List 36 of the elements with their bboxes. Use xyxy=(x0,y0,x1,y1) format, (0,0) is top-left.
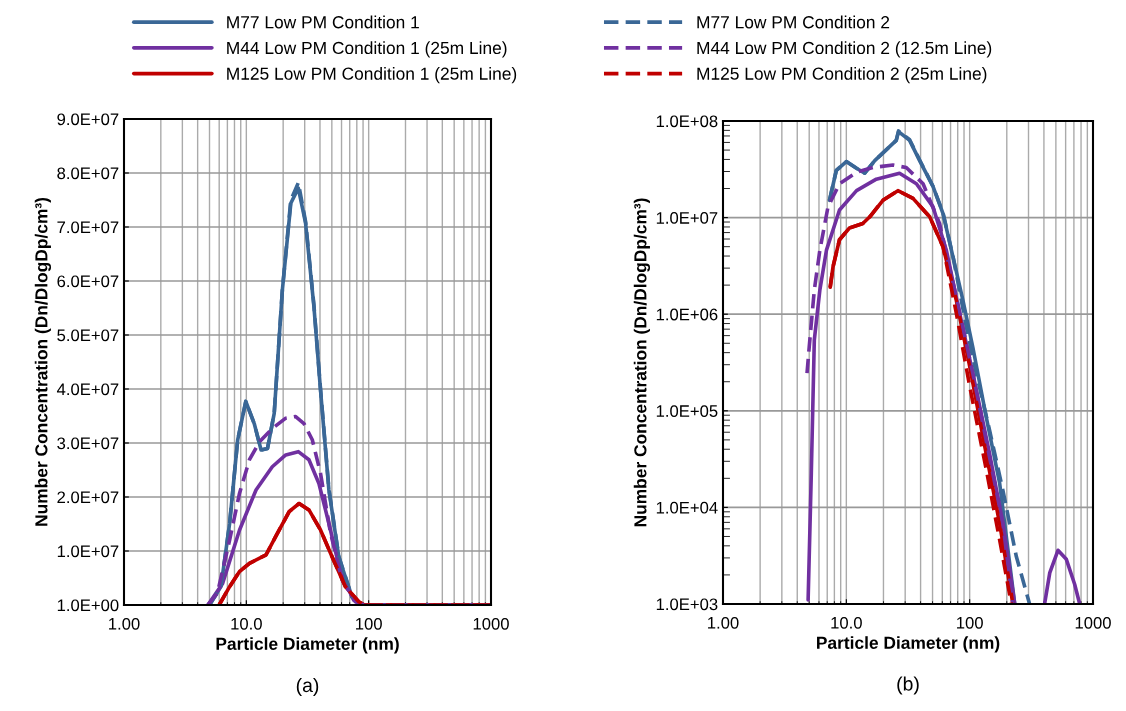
y-tick-label: 1.0E+04 xyxy=(656,501,718,514)
x-axis-title: Particle Diameter (nm) xyxy=(216,637,399,654)
legend-label: M125 Low PM Condition 2 (25m Line) xyxy=(697,67,987,84)
text: (a) xyxy=(296,677,319,697)
y-tick-label: 1.0E+00 xyxy=(57,599,119,612)
x-tick-label: 10.0 xyxy=(831,616,862,629)
y-tick-label: 5.0E+07 xyxy=(57,329,119,342)
y-axis-title: Number Concentration (Dn/DlogDp/cm³) xyxy=(34,197,52,526)
x-tick-label: 1000 xyxy=(473,617,509,630)
y-tick-label: 6.0E+07 xyxy=(57,275,119,288)
y-tick-label: 1.0E+05 xyxy=(656,405,718,417)
x-tick-label: 100 xyxy=(957,616,983,629)
y-tick-label: 7.0E+07 xyxy=(57,221,119,234)
text: (b) xyxy=(897,676,919,695)
y-axis-title: Number Concentration (Dn/DlogDp/cm³) xyxy=(633,198,651,527)
y-tick-label: 2.0E+07 xyxy=(57,491,119,504)
y-tick-label: 1.0E+08 xyxy=(656,115,718,128)
y-tick-label: 8.0E+07 xyxy=(57,167,119,180)
legend-label: M44 Low PM Condition 2 (12.5m Line) xyxy=(697,41,992,58)
legend-label: M125 Low PM Condition 1 (25m Line) xyxy=(227,67,517,84)
x-tick-label: 1.00 xyxy=(708,616,739,629)
y-tick-label: 1.0E+06 xyxy=(656,308,718,321)
y-tick-label: 1.0E+07 xyxy=(57,545,119,558)
x-tick-label: 1.00 xyxy=(109,617,140,630)
x-tick-label: 10.0 xyxy=(231,617,262,630)
x-axis-title: Particle Diameter (nm) xyxy=(817,636,1000,653)
y-tick-label: 9.0E+07 xyxy=(57,113,119,126)
y-tick-label: 3.0E+07 xyxy=(57,437,119,450)
legend-label: M44 Low PM Condition 1 (25m Line) xyxy=(227,41,507,58)
legend-label: M77 Low PM Condition 1 xyxy=(227,15,419,29)
y-tick-label: 1.0E+03 xyxy=(656,598,718,611)
y-tick-label: 4.0E+07 xyxy=(56,383,119,396)
y-tick-label: 1.0E+07 xyxy=(656,212,718,224)
legend-label: M77 Low PM Condition 2 xyxy=(697,15,890,29)
x-tick-label: 100 xyxy=(356,617,382,630)
x-tick-label: 1000 xyxy=(1075,616,1111,629)
